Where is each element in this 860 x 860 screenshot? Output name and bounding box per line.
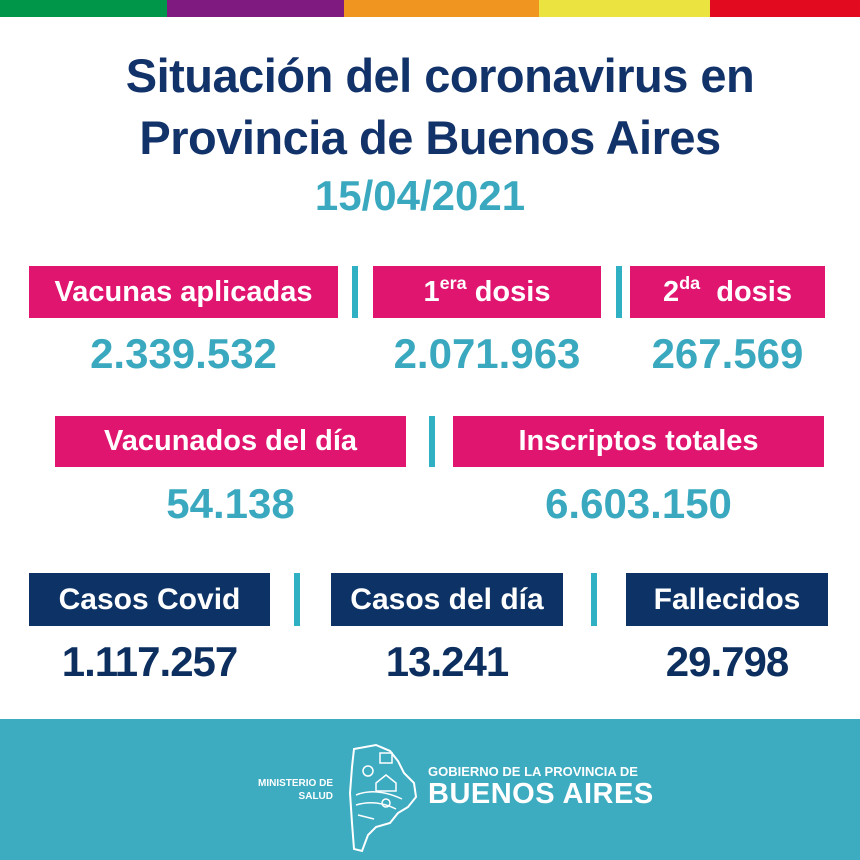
label-text: Vacunados del día bbox=[103, 425, 358, 457]
divider bbox=[429, 416, 435, 467]
divider bbox=[294, 573, 300, 626]
footer: MINISTERIO DE SALUD GOBIERNO DE LA PROVI… bbox=[0, 719, 860, 860]
divider bbox=[591, 573, 597, 626]
stripe-red bbox=[710, 0, 860, 17]
report-date: 15/04/2021 bbox=[314, 172, 526, 219]
value-segunda-dosis: 267.569 bbox=[651, 330, 804, 377]
label-text: Vacunas aplicadas bbox=[54, 275, 313, 308]
stripe-yellow bbox=[539, 0, 710, 17]
label-vacunados-del-dia: Vacunados del día bbox=[55, 416, 406, 467]
label-vacunas-aplicadas: Vacunas aplicadas bbox=[29, 266, 338, 318]
label-inscriptos-totales: Inscriptos totales bbox=[453, 416, 824, 467]
label-text: 2da dosis bbox=[663, 272, 792, 308]
page-title-line2: Provincia de Buenos Aires bbox=[139, 111, 721, 164]
divider bbox=[352, 266, 358, 318]
value-inscriptos-totales: 6.603.150 bbox=[545, 480, 732, 527]
gov-line2: BUENOS AIRES bbox=[428, 778, 654, 810]
label-text: Fallecidos bbox=[653, 582, 801, 616]
label-text: Inscriptos totales bbox=[518, 425, 759, 457]
province-map-icon bbox=[348, 743, 418, 853]
page-title-line1: Situación del coronavirus en bbox=[125, 49, 755, 102]
label-casos-del-dia: Casos del día bbox=[331, 573, 563, 626]
value-fallecidos: 29.798 bbox=[665, 638, 789, 685]
value-vacunas-aplicadas: 2.339.532 bbox=[90, 330, 277, 377]
ministry-line2: SALUD bbox=[298, 791, 333, 802]
label-segunda-dosis: 2da dosis bbox=[630, 266, 825, 318]
label-text: Casos del día bbox=[350, 582, 544, 616]
gov-line1: GOBIERNO DE LA PROVINCIA DE bbox=[428, 764, 638, 779]
ministry-label: MINISTERIO DE SALUD bbox=[230, 777, 333, 803]
value-vacunados-del-dia: 54.138 bbox=[166, 480, 295, 527]
value-primera-dosis: 2.071.963 bbox=[393, 330, 581, 377]
divider bbox=[616, 266, 622, 318]
stripe-orange bbox=[344, 0, 539, 17]
value-casos-del-dia: 13.241 bbox=[385, 638, 509, 685]
label-casos-covid: Casos Covid bbox=[29, 573, 270, 626]
label-fallecidos: Fallecidos bbox=[626, 573, 828, 626]
stripe-green bbox=[0, 0, 167, 17]
label-primera-dosis: 1era dosis bbox=[373, 266, 601, 318]
stripe-purple bbox=[167, 0, 344, 17]
ministry-line1: MINISTERIO DE bbox=[257, 778, 333, 789]
label-text: Casos Covid bbox=[58, 582, 241, 616]
value-casos-covid: 1.117.257 bbox=[61, 638, 239, 685]
label-text: 1era dosis bbox=[423, 272, 551, 308]
